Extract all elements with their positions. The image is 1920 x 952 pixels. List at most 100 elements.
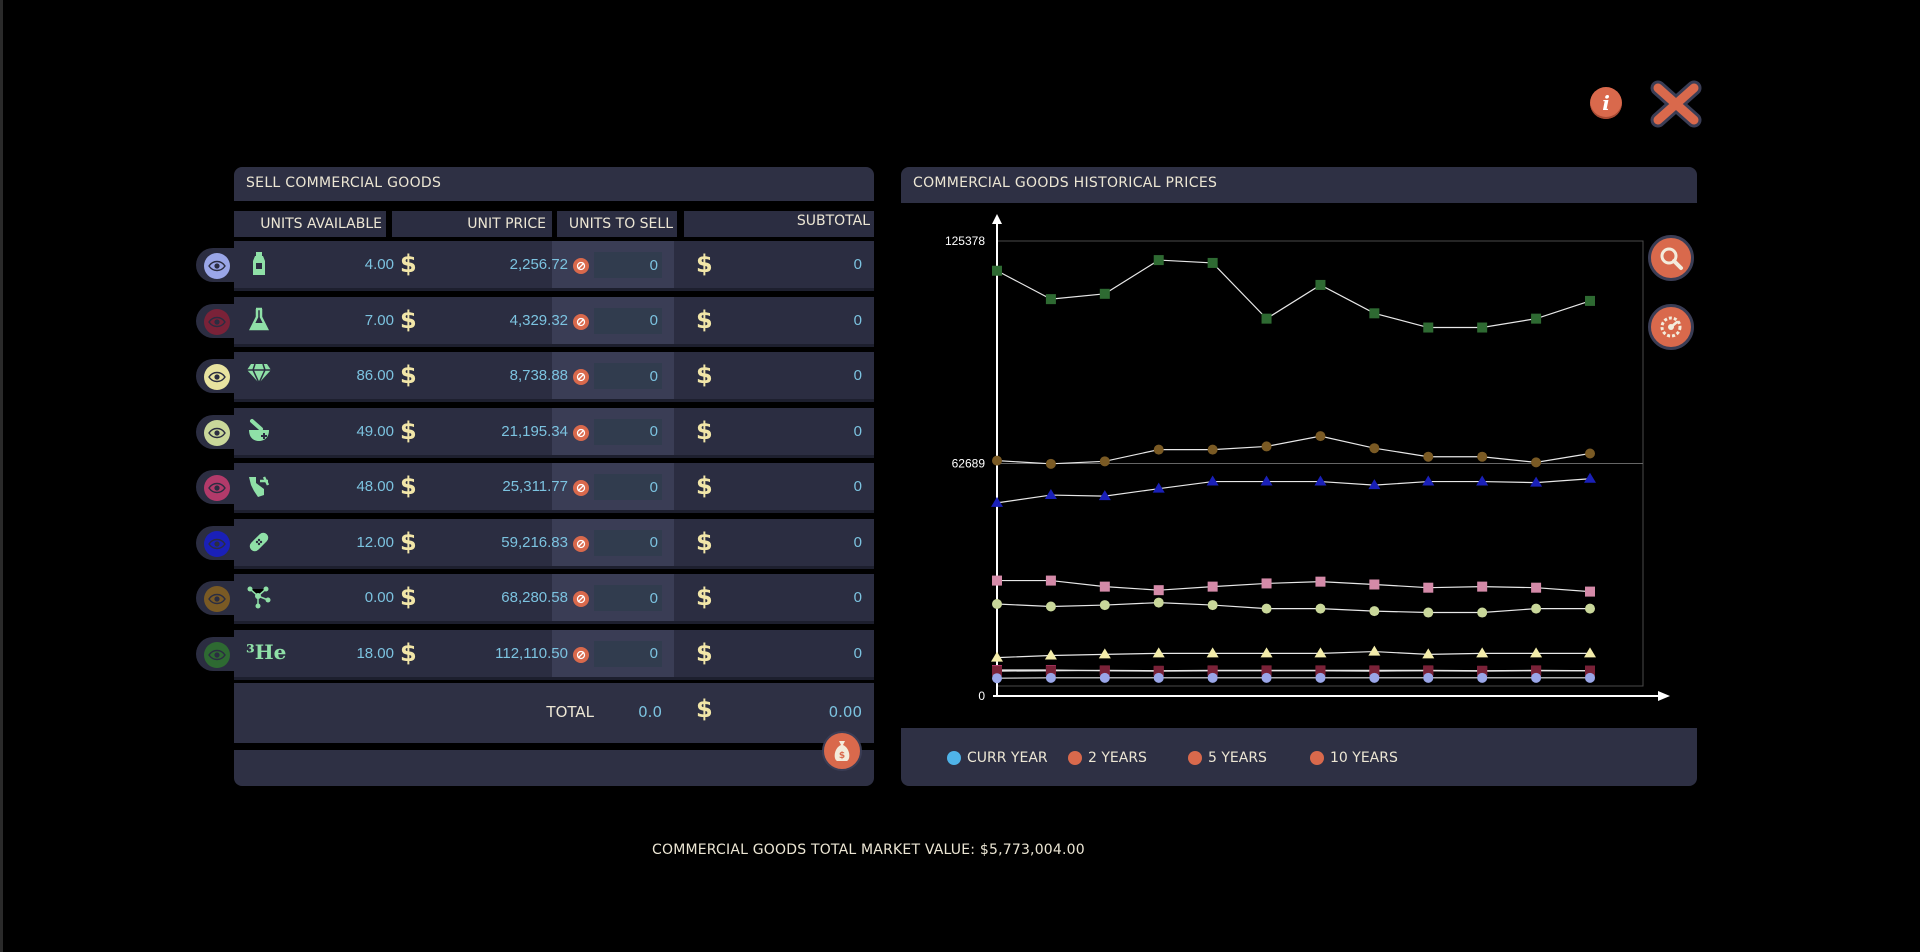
data-point (1368, 479, 1381, 490)
y-tick-label: 62689 (952, 457, 986, 471)
data-point (1099, 665, 1110, 676)
data-point (1153, 444, 1164, 455)
data-point (1585, 295, 1595, 306)
units-to-sell-input[interactable] (594, 252, 662, 278)
y-tick-label: 125378 (945, 234, 985, 248)
data-point (1045, 458, 1056, 469)
unit-price: 112,110.50 (495, 644, 568, 662)
unit-price: 4,329.32 (509, 311, 568, 329)
subtotal-dollar-sign: $ (696, 361, 713, 389)
data-point (1045, 575, 1056, 586)
data-point (1531, 672, 1542, 683)
subtotal-dollar-sign: $ (696, 527, 713, 556)
data-point (1530, 476, 1543, 487)
data-point (1369, 606, 1380, 617)
total-subtotal: 0.00 (828, 703, 862, 721)
legend-2-years[interactable]: 2 YEARS (1068, 750, 1147, 766)
eye-icon (204, 364, 230, 390)
column-header-units-to-sell: UNITS TO SELL (557, 211, 677, 237)
column-header-units-available: UNITS AVAILABLE (234, 211, 386, 237)
clear-units-button[interactable] (573, 369, 589, 385)
visibility-toggle[interactable] (196, 581, 240, 615)
data-point (1477, 322, 1488, 333)
close-button[interactable] (1650, 80, 1702, 128)
legend-dot (947, 751, 961, 765)
data-point (1423, 582, 1434, 593)
price-dollar-sign: $ (400, 305, 417, 334)
visibility-toggle[interactable] (196, 414, 240, 449)
data-point (992, 455, 1002, 466)
row-subtotal: 0 (853, 533, 862, 551)
clear-units-button[interactable] (573, 424, 589, 441)
y-axis-arrow (992, 214, 1002, 224)
helium3-icon: ³He (246, 639, 287, 664)
legend-dot (1188, 751, 1202, 765)
series-line (996, 259, 1591, 329)
row-subtotal: 0 (853, 256, 862, 273)
data-point (1315, 431, 1326, 442)
legend-label: CURR YEAR (967, 750, 1048, 766)
data-point (1531, 582, 1542, 593)
data-point (1530, 647, 1543, 658)
units-to-sell-input[interactable] (594, 529, 662, 556)
svg-text:$: $ (839, 751, 845, 761)
clear-units-button[interactable] (573, 646, 589, 663)
eye-icon (204, 419, 230, 446)
total-row: TOTAL $ 0.0 0.00 (234, 683, 874, 743)
price-history-chart: 0 62689 125378 2035 (945, 214, 1670, 708)
data-point (1315, 603, 1326, 614)
subtotal-dollar-sign: $ (696, 583, 713, 611)
legend-10-years[interactable]: 10 YEARS (1310, 750, 1398, 766)
sell-button[interactable]: $ (822, 731, 862, 771)
data-point (1152, 647, 1165, 658)
data-point (1098, 490, 1111, 501)
clear-units-button[interactable] (573, 313, 589, 330)
visibility-toggle[interactable] (196, 636, 240, 671)
money-bag-icon: $ (834, 741, 850, 761)
data-point (1422, 648, 1435, 659)
data-point (1369, 672, 1380, 683)
gauge-button[interactable] (1648, 304, 1694, 350)
units-to-sell-input[interactable] (594, 640, 662, 667)
x-tick-label: 2035 (1307, 706, 1334, 708)
clear-units-button[interactable] (573, 591, 589, 607)
units-to-sell-input[interactable] (594, 307, 662, 334)
units-to-sell-input[interactable] (594, 585, 662, 611)
visibility-toggle[interactable] (196, 248, 240, 282)
row-subtotal: 0 (853, 478, 862, 495)
visibility-toggle[interactable] (196, 359, 240, 393)
price-dollar-sign: $ (400, 583, 417, 611)
legend-label: 2 YEARS (1088, 750, 1147, 766)
data-point (1045, 294, 1056, 305)
data-point (1369, 665, 1380, 676)
bottle-icon (246, 251, 272, 279)
robot-hand-icon (246, 473, 272, 501)
sell-panel-footer (234, 750, 874, 786)
data-point (1260, 475, 1273, 486)
subtotal-dollar-sign: $ (696, 472, 713, 500)
units-to-sell-input[interactable] (594, 363, 662, 389)
clear-units-button[interactable] (573, 535, 589, 552)
visibility-toggle[interactable] (196, 470, 240, 504)
zoom-button[interactable] (1648, 235, 1694, 281)
clear-units-button[interactable] (573, 480, 589, 496)
data-point (1315, 665, 1326, 676)
data-point (1314, 475, 1327, 486)
legend-5-years[interactable]: 5 YEARS (1188, 750, 1267, 766)
data-point (1206, 475, 1219, 486)
info-button[interactable]: i (1590, 87, 1622, 119)
visibility-toggle[interactable] (196, 525, 240, 560)
visibility-toggle[interactable] (196, 303, 240, 338)
data-point (1477, 451, 1488, 462)
legend-curr-year[interactable]: CURR YEAR (947, 750, 1048, 766)
units-to-sell-input[interactable] (594, 418, 662, 445)
series-line (996, 650, 1590, 659)
clear-units-button[interactable] (573, 258, 589, 274)
goods-row: 48.00 $ 25,311.77 $ 0 (196, 463, 874, 513)
bandage-icon (246, 529, 272, 557)
data-point (1099, 672, 1110, 683)
data-point (1585, 665, 1595, 676)
units-to-sell-input[interactable] (594, 474, 662, 500)
data-point (1207, 600, 1218, 611)
data-point (1584, 472, 1596, 483)
